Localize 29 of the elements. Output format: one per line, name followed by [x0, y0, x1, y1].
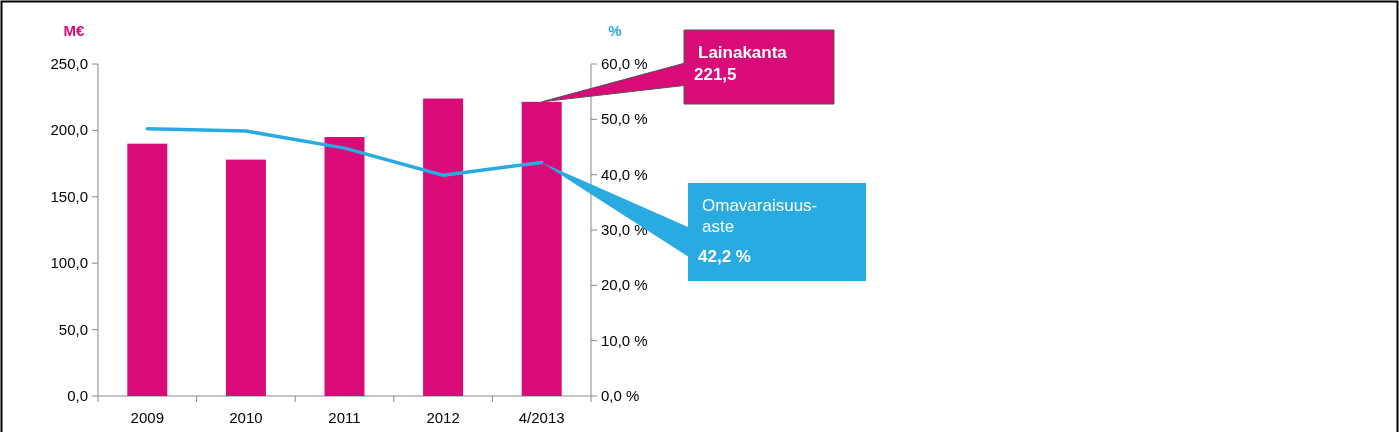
text: 42,2 % [698, 247, 751, 266]
y2-tick-label: 50,0 % [601, 110, 648, 128]
x-tick-label: 4/2013 [518, 409, 565, 426]
text: 221,5 [694, 65, 737, 84]
y2-tick-label: 0,0 % [601, 387, 640, 404]
bar [324, 137, 365, 396]
line-series [145, 126, 544, 177]
y-tick-label: 200,0 [50, 121, 88, 139]
y-axis-title: M€ [63, 22, 86, 39]
x-tick-label: 2009 [130, 409, 164, 426]
y-tick-label: 100,0 [50, 254, 88, 272]
text: Lainakanta [698, 43, 788, 62]
x-tick-label: 2010 [229, 409, 263, 426]
y2-tick-label: 60,0 % [601, 55, 648, 72]
y2-axis-title: % [608, 22, 622, 39]
y-tick-label: 250,0 [50, 55, 88, 72]
bar [225, 159, 266, 396]
bar [127, 143, 168, 396]
bar [423, 98, 464, 396]
y-tick-label: 150,0 [50, 187, 88, 205]
y-tick-label: 50,0 [58, 320, 88, 338]
bar [521, 101, 562, 396]
y2-tick-label: 20,0 % [601, 276, 648, 294]
y2-tick-label: 10,0 % [601, 331, 648, 349]
x-tick-label: 2011 [328, 409, 361, 426]
y-tick-label: 0,0 [67, 387, 88, 404]
x-tick-label: 2012 [426, 409, 460, 426]
text: Omavaraisuus-aste [702, 196, 818, 236]
y2-tick-label: 40,0 % [601, 165, 648, 183]
